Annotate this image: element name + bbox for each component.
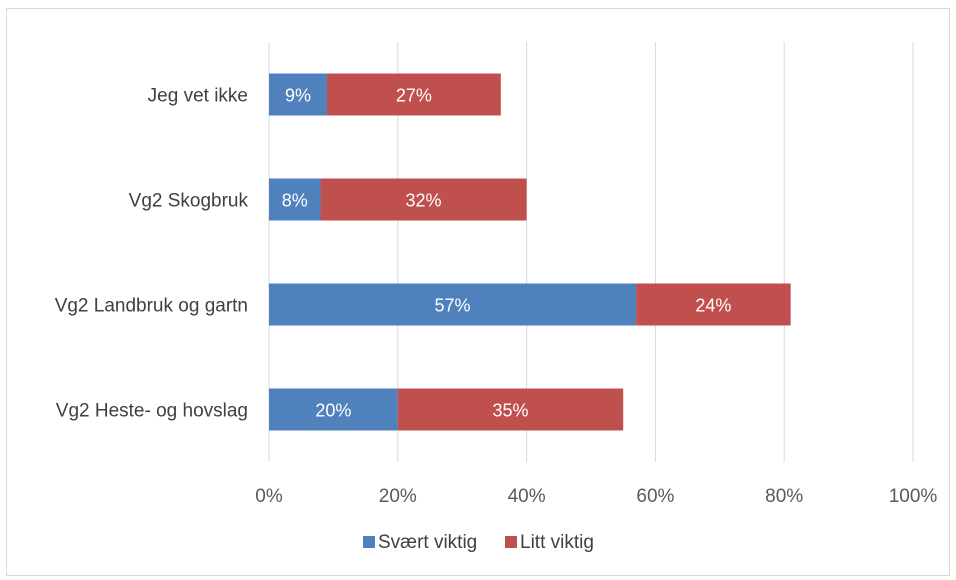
bar-svaert-viktig xyxy=(269,73,327,116)
bar-svaert-viktig xyxy=(269,388,398,431)
x-tick-label: 40% xyxy=(508,486,546,507)
bar-svaert-viktig xyxy=(269,283,637,326)
category-label: Vg2 Heste- og hovslag xyxy=(56,401,248,422)
category-label: Vg2 Skogbruk xyxy=(129,191,249,212)
x-tick-label: 80% xyxy=(765,486,803,507)
data-label: 20% xyxy=(315,401,351,421)
category-label: Jeg vet ikke xyxy=(148,86,248,107)
legend-swatch xyxy=(505,536,517,548)
bar-litt-viktig xyxy=(397,388,624,431)
legend-label: Litt viktig xyxy=(520,532,594,553)
data-label: 57% xyxy=(435,296,471,316)
bar-litt-viktig xyxy=(326,73,501,116)
bar-litt-viktig xyxy=(636,283,791,326)
bar-svaert-viktig xyxy=(269,178,321,221)
data-label: 35% xyxy=(492,401,528,421)
x-tick-label: 20% xyxy=(379,486,417,507)
legend-label: Svært viktig xyxy=(378,532,477,553)
data-label: 9% xyxy=(285,86,311,106)
data-label: 27% xyxy=(396,86,432,106)
data-label: 24% xyxy=(695,296,731,316)
x-tick-label: 0% xyxy=(255,486,283,507)
bar-litt-viktig xyxy=(320,178,527,221)
category-label: Vg2 Landbruk og gartn xyxy=(55,296,248,317)
data-label: 32% xyxy=(406,191,442,211)
legend-swatch xyxy=(363,536,375,548)
x-tick-label: 60% xyxy=(636,486,674,507)
x-tick-label: 100% xyxy=(889,486,938,507)
data-label: 8% xyxy=(282,191,308,211)
